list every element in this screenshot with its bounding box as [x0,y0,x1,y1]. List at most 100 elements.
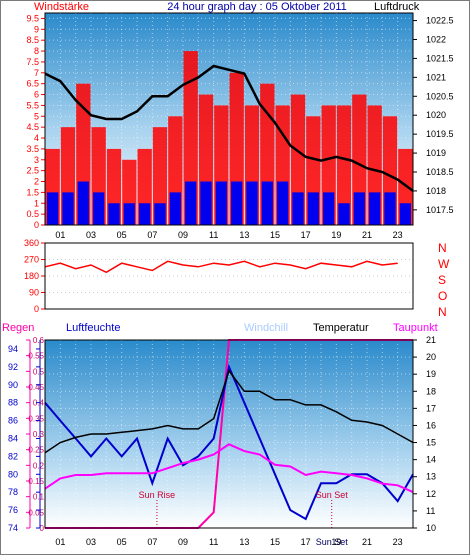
rain-tick-label: 0.1 [33,493,45,502]
hour-tick-label: 19 [331,230,341,240]
compass-label: N [438,241,447,255]
wind-average-bar [139,203,151,225]
rain-tick-label: 0.15 [28,477,44,486]
direction-panel-border [44,242,414,310]
top-panel-grid [45,13,413,226]
pressure-tick-label: 1020.5 [426,91,454,101]
temperature-tick-label: 15 [426,438,436,448]
sun-set-label: Sun Set [316,490,349,500]
direction-tick-labels: 0 90 180 270 360 [24,238,45,314]
wind-average-bar [277,181,289,225]
compass-label: W [438,257,450,271]
wind-tick-label: 0.5 [26,209,39,219]
pressure-axis-label: Luftdruck [374,1,420,13]
hour-tick-label: 13 [239,230,249,240]
hour-tick-label: 23 [393,537,403,547]
temperature-tick-label: 12 [426,489,436,499]
pressure-tick-label: 1019.5 [426,129,454,139]
bottom-panel-border [44,339,414,529]
temperature-tick-label: 20 [426,352,436,362]
sun-rise-label: Sun Rise [139,490,176,500]
top-panel-border [44,12,414,226]
wind-average-bars [47,181,411,225]
pressure-tick-label: 1020 [426,110,446,120]
rain-tick-label: 0 [40,524,45,533]
direction-tick-label: 90 [29,288,39,298]
wind-average-bar [215,181,227,225]
wind-average-bar [62,192,74,225]
temperature-tick-label: 16 [426,420,436,430]
wind-tick-label: 7.5 [26,57,39,67]
wind-direction-line-group [44,260,398,274]
wind-average-bar [261,181,273,225]
sun-annotations: Sun Rise Sun Set Sun Set [139,490,349,547]
pressure-tick-label: 1018 [426,186,446,196]
dewpoint-line [44,443,414,494]
hour-tick-label: 05 [117,230,127,240]
temperature-tick-label: 14 [426,455,436,465]
rain-tick-label: 0.5 [33,367,45,376]
humidity-tick-label: 86 [8,416,18,426]
top-panel-hour-labels: 01 03 05 07 09 11 13 15 17 19 21 23 [55,230,402,240]
wind-tick-label: 9 [34,24,39,34]
wind-tick-label: 8 [34,46,39,56]
humidity-tick-label: 88 [8,398,18,408]
wind-direction-line [44,260,398,274]
hour-tick-label: 11 [209,537,218,547]
rain-tick-label: 0.25 [28,446,44,455]
humidity-tick-label: 84 [8,433,18,443]
pressure-tick-label: 1019 [426,148,446,158]
humidity-tick-label: 94 [8,344,18,354]
hour-tick-label: 17 [301,230,311,240]
wind-tick-label: 2 [34,177,39,187]
pressure-tick-label: 1018.5 [426,167,454,177]
hour-tick-label: 07 [147,230,157,240]
humidity-tick-label: 82 [8,451,18,461]
pressure-tick-label: 1021 [426,72,446,82]
direction-tick-label: 360 [24,238,39,248]
wind-average-bar [353,192,365,225]
wind-tick-label: 1.5 [26,187,39,197]
hour-tick-label: 21 [362,230,372,240]
pressure-tick-label: 1022 [426,35,446,45]
wind-average-bar [154,203,166,225]
humidity-axis-label: Luftfeuchte [66,322,120,334]
wind-average-bar [307,192,319,225]
wind-average-bar [185,181,197,225]
pressure-tick-label: 1017.5 [426,205,454,215]
hour-tick-label: 09 [178,537,188,547]
sun-set-axis-label: Sun Set [316,537,349,547]
wind-tick-label: 4 [34,133,39,143]
hour-tick-label: 13 [239,537,249,547]
humidity-tick-label: 92 [8,362,18,372]
pressure-line-group [44,64,414,192]
wind-tick-label: 7 [34,68,39,78]
temperature-tick-label: 21 [426,335,436,345]
rain-tick-label: 0.05 [28,508,44,517]
wind-average-bar [93,192,105,225]
wind-average-bar [47,192,59,225]
pressure-tick-label: 1021.5 [426,53,454,63]
direction-tick-label: 270 [24,255,39,265]
direction-tick-label: 0 [34,304,39,314]
hour-tick-label: 09 [178,230,188,240]
hour-tick-label: 23 [393,230,403,240]
wind-average-bar [338,203,350,225]
compass-label: O [438,289,447,303]
wind-tick-label: 6 [34,90,39,100]
wind-tick-label: 0 [34,220,39,230]
hour-tick-label: 01 [55,230,65,240]
pressure-tick-label: 1022.5 [426,16,454,26]
rain-tick-labels: 00.050.10.150.20.250.30.350.40.450.50.55… [26,336,45,533]
pressure-tick-labels: 1017.5 1018 1018.5 1019 1019.5 1020 1020.5 1021… [413,16,454,215]
hour-tick-label: 11 [209,230,218,240]
bottom-panel-grid [45,339,413,529]
rain-tick-label: 0.3 [33,430,45,439]
wind-axis-label: Windstärke [34,1,89,13]
hour-tick-label: 03 [86,230,96,240]
humidity-tick-label: 78 [8,487,18,497]
wind-tick-label: 6.5 [26,79,39,89]
chart-title: 24 hour graph day : 05 Oktober 2011 [167,1,347,13]
wind-average-bar [123,203,135,225]
